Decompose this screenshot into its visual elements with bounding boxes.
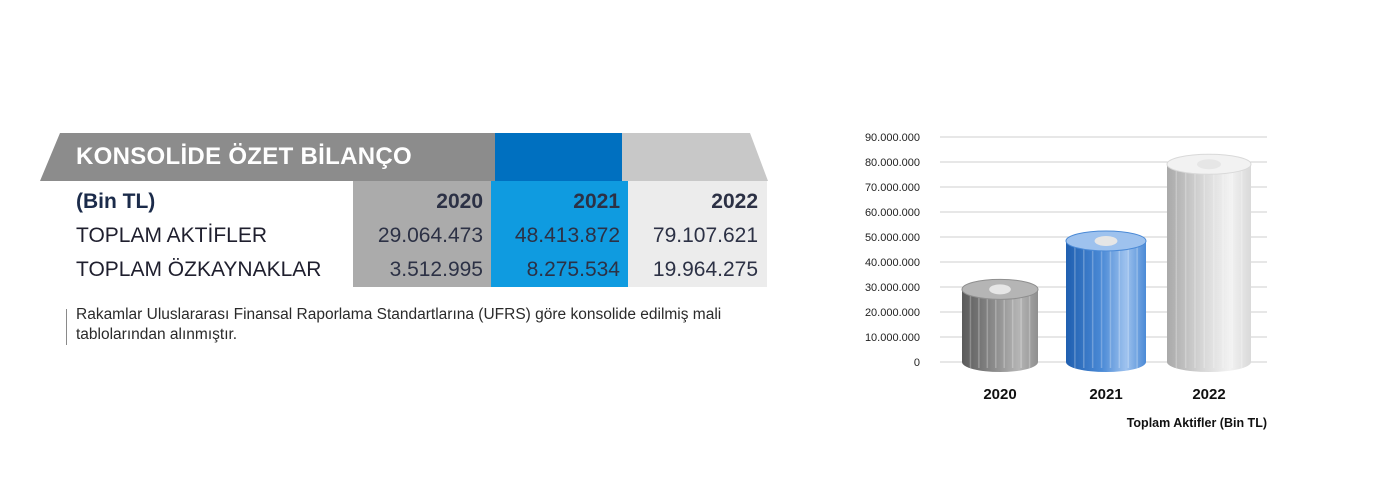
chart-svg: 0 10.000.000 20.000.000 30.000.000 40.000.00… (865, 132, 1267, 430)
banner-title: KONSOLİDE ÖZET BİLANÇO (76, 143, 412, 170)
y-tick-label: 90.000.000 (865, 132, 920, 144)
column-bg-2021 (491, 181, 628, 287)
y-tick-label: 50.000.000 (865, 232, 920, 244)
y-tick-label: 80.000.000 (865, 157, 920, 169)
bar-2022 (1166, 153, 1252, 372)
x-axis-label: Toplam Aktifler (Bin TL) (1127, 416, 1267, 430)
y-tick-label: 10.000.000 (865, 332, 920, 344)
value-2022: 19.964.275 (652, 258, 758, 281)
y-tick-label: 40.000.000 (865, 257, 920, 269)
value-2021: 48.413.872 (514, 224, 620, 247)
year-header-2022: 2022 (711, 190, 758, 213)
row-label: TOPLAM AKTİFLER (76, 224, 267, 247)
row-label: TOPLAM ÖZKAYNAKLAR (76, 258, 322, 281)
year-header-2020: 2020 (436, 190, 483, 213)
banner-shape (40, 133, 768, 181)
x-tick-label: 2020 (983, 386, 1016, 403)
y-tick-label: 60.000.000 (865, 207, 920, 219)
y-tick-label: 20.000.000 (865, 307, 920, 319)
y-tick-label: 0 (914, 357, 920, 369)
y-tick-label: 30.000.000 (865, 282, 920, 294)
column-bg-2020 (353, 181, 491, 287)
bar-2020 (961, 278, 1039, 372)
value-2020: 3.512.995 (389, 258, 483, 281)
y-tick-label: 70.000.000 (865, 182, 920, 194)
unit-label: (Bin TL) (76, 190, 156, 213)
year-header-2021: 2021 (573, 190, 620, 213)
value-2020: 29.064.473 (377, 224, 483, 247)
column-bg-2022 (628, 181, 767, 287)
note-divider (66, 309, 67, 345)
total-assets-chart: 0 10.000.000 20.000.000 30.000.000 40.000.00… (830, 120, 1290, 440)
x-tick-label: 2022 (1192, 386, 1225, 403)
bar-2021 (1065, 230, 1147, 372)
x-tick-label: 2021 (1089, 386, 1122, 403)
footnote: Rakamlar Uluslararası Finansal Raporlama… (76, 306, 722, 343)
title-banner: KONSOLİDE ÖZET BİLANÇO (40, 133, 768, 181)
value-2022: 79.107.621 (652, 224, 758, 247)
value-2021: 8.275.534 (526, 258, 620, 281)
